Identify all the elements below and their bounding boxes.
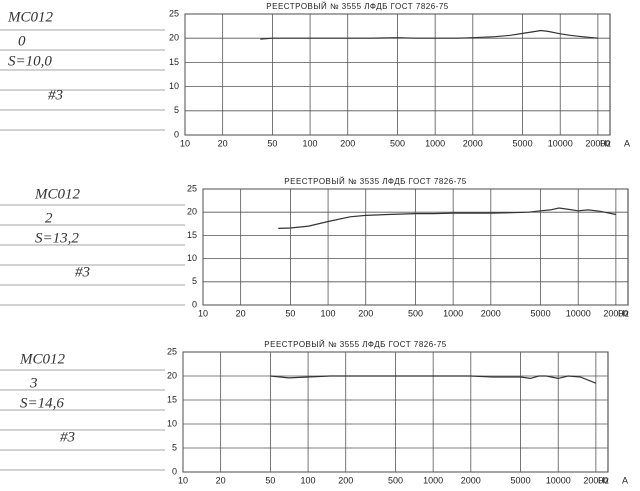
x-tick-label: 2000 xyxy=(461,475,481,485)
chart-title: РЕЕСТРОВЫЙ № 3555 ЛФДБ ГОСТ 7826-75 xyxy=(266,2,449,11)
chart-title: РЕЕСТРОВЫЙ № 3535 ЛФДБ ГОСТ 7826-75 xyxy=(284,177,467,186)
y-tick-label: 15 xyxy=(169,57,179,67)
handwritten-note: S=13,2 xyxy=(35,230,79,246)
x-tick-label: 5000 xyxy=(511,475,531,485)
x-tick-label: 2000 xyxy=(481,308,501,318)
x-tick-label: 10000 xyxy=(548,138,573,148)
x-tick-label: 10000 xyxy=(546,475,571,485)
response-curve xyxy=(270,375,597,384)
handwritten-note: MC012 xyxy=(19,351,66,367)
x-tick-label: 200 xyxy=(340,138,355,148)
x-tick-label: 100 xyxy=(301,475,316,485)
x-tick-label: 1000 xyxy=(423,475,443,485)
y-tick-label: 10 xyxy=(167,418,177,428)
x-axis-label: A xyxy=(622,475,628,485)
x-tick-label: 20000 xyxy=(583,475,608,485)
x-tick-label: 50 xyxy=(285,308,295,318)
y-tick-label: 20 xyxy=(167,370,177,380)
y-tick-label: 5 xyxy=(172,442,177,452)
x-tick-label: 10 xyxy=(178,475,188,485)
y-tick-label: 25 xyxy=(187,183,197,193)
handwritten-note: #3 xyxy=(48,87,63,103)
x-tick-label: 10000 xyxy=(566,308,591,318)
x-axis-label: A xyxy=(624,138,630,148)
x-tick-label: 10 xyxy=(180,138,190,148)
x-tick-label: 20000 xyxy=(603,308,628,318)
x-tick-label: 20000 xyxy=(585,138,610,148)
x-tick-label: 20 xyxy=(218,138,228,148)
x-tick-label: 200 xyxy=(338,475,353,485)
y-tick-label: 0 xyxy=(172,466,177,476)
y-tick-label: 0 xyxy=(192,299,197,309)
x-axis-label: Hz xyxy=(618,308,629,318)
handwritten-note: #3 xyxy=(60,429,75,445)
y-tick-label: 5 xyxy=(192,276,197,286)
y-tick-label: 10 xyxy=(187,253,197,263)
handwritten-note: S=14,6 xyxy=(20,395,64,411)
x-tick-label: 2000 xyxy=(463,138,483,148)
handwritten-note: MC012 xyxy=(34,186,81,202)
x-tick-label: 200 xyxy=(358,308,373,318)
x-tick-label: 500 xyxy=(390,138,405,148)
handwritten-note: 3 xyxy=(29,375,38,391)
x-tick-label: 100 xyxy=(321,308,336,318)
handwritten-note: MC012 xyxy=(7,9,54,25)
x-tick-label: 100 xyxy=(303,138,318,148)
response-curve xyxy=(278,207,617,229)
x-tick-label: 10 xyxy=(198,308,208,318)
y-tick-label: 25 xyxy=(169,8,179,18)
x-tick-label: 5000 xyxy=(531,308,551,318)
y-tick-label: 20 xyxy=(169,33,179,43)
x-tick-label: 50 xyxy=(265,475,275,485)
response-curve xyxy=(260,29,598,40)
handwritten-note: #3 xyxy=(75,264,90,280)
x-tick-label: 500 xyxy=(408,308,423,318)
y-tick-label: 15 xyxy=(187,230,197,240)
x-tick-label: 50 xyxy=(267,138,277,148)
y-tick-label: 10 xyxy=(169,81,179,91)
y-tick-label: 5 xyxy=(174,105,179,115)
x-tick-label: 5000 xyxy=(513,138,533,148)
y-tick-label: 15 xyxy=(167,394,177,404)
ruled-lines xyxy=(0,29,185,471)
x-tick-label: 500 xyxy=(388,475,403,485)
x-tick-label: 1000 xyxy=(425,138,445,148)
x-axis-label: Hz xyxy=(600,138,611,148)
y-tick-label: 0 xyxy=(174,129,179,139)
y-tick-label: 25 xyxy=(167,346,177,356)
y-tick-label: 20 xyxy=(187,207,197,217)
handwritten-note: 0 xyxy=(18,33,26,49)
handwritten-note: 2 xyxy=(45,210,53,226)
x-axis-label: Hz xyxy=(598,475,609,485)
x-tick-label: 20 xyxy=(236,308,246,318)
x-tick-label: 1000 xyxy=(443,308,463,318)
handwritten-note: S=10,0 xyxy=(8,53,52,69)
chart-title: РЕЕСТРОВЫЙ № 3555 ЛФДБ ГОСТ 7826-75 xyxy=(264,340,447,349)
x-tick-label: 20 xyxy=(216,475,226,485)
